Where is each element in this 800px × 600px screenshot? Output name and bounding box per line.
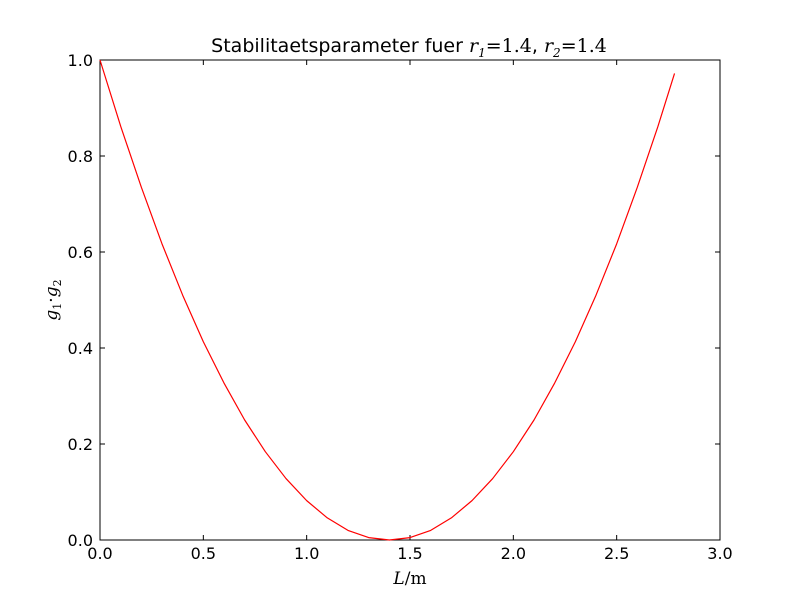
chart-title: Stabilitaetsparameter fuer r1=1.4, r2=1.… [211,35,607,60]
y-tick-label: 0.4 [68,339,93,358]
x-tick-label: 2.5 [604,544,629,563]
y-tick-label: 0.8 [68,147,93,166]
y-tick-label: 0.2 [68,435,93,454]
x-tick-label: 3.0 [707,544,732,563]
x-axis-ticks: 0.0 0.5 1.0 1.5 2.0 2.5 3.0 [87,60,733,563]
x-axis-label: L/m [392,569,426,589]
y-axis-label: g1·g2 [42,279,64,320]
series-layer [99,59,676,541]
y-axis-ticks: 0.0 0.2 0.4 0.6 0.8 1.0 [68,51,720,550]
y-tick-label: 1.0 [68,51,93,70]
y-tick-label: 0.0 [68,531,93,550]
series-line [99,59,676,541]
x-tick-label: 1.0 [294,544,319,563]
x-tick-label: 0.5 [191,544,216,563]
y-tick-label: 0.6 [68,243,93,262]
x-tick-label: 0.0 [87,544,112,563]
plot-area [99,59,721,541]
x-tick-label: 1.5 [397,544,422,563]
x-tick-label: 2.0 [501,544,526,563]
